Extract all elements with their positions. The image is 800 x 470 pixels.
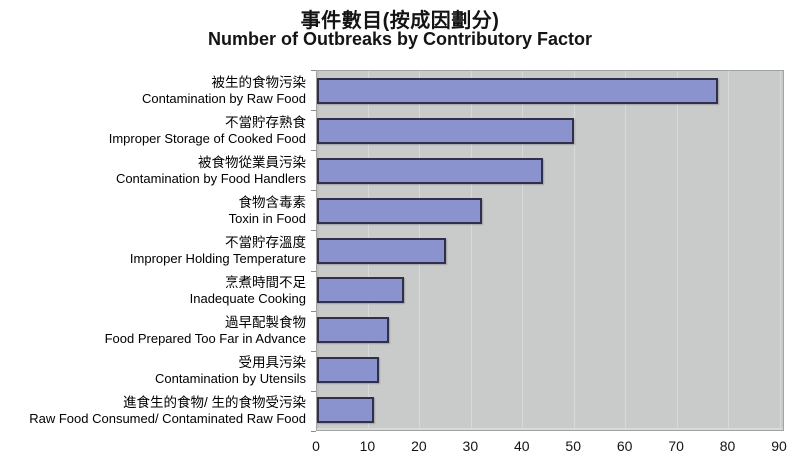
- category-axis-tick: [311, 311, 316, 312]
- gridline-70: [676, 71, 678, 430]
- bar-row: [317, 71, 783, 111]
- bar-row: [317, 111, 783, 151]
- gridline-40: [522, 71, 524, 430]
- gridline-80: [728, 71, 730, 430]
- category-label-zh: 不當貯存溫度: [225, 234, 306, 250]
- gridline-60: [625, 71, 627, 430]
- category-label-en: Contamination by Raw Food: [141, 90, 306, 106]
- x-tick-label-10: 10: [359, 438, 376, 454]
- category-label-zh: 被生的食物污染: [211, 74, 307, 90]
- bar-3: [317, 157, 544, 184]
- category-label-en: Toxin in Food: [228, 210, 306, 226]
- x-tick-label-70: 70: [668, 438, 684, 454]
- plot-area: [316, 70, 784, 431]
- category-label-4: 食物含毒素 Toxin in Food: [0, 190, 306, 230]
- category-label-zh: 烹煮時間不足: [225, 275, 306, 291]
- bar-row: [317, 191, 783, 231]
- category-axis-tick: [311, 190, 316, 191]
- category-label-en: Contamination by Food Handlers: [115, 170, 306, 186]
- bar-row: [317, 310, 783, 350]
- bar-9: [317, 397, 374, 424]
- category-label-en: Contamination by Utensils: [154, 371, 306, 387]
- category-label-6: 烹煮時間不足 Inadequate Cooking: [0, 271, 306, 311]
- category-labels-column: 被生的食物污染 Contamination by Raw Food 不當貯存熟食 Im…: [0, 70, 306, 431]
- category-axis-tick: [311, 431, 316, 432]
- x-tick-label-90: 90: [771, 438, 787, 454]
- category-axis-tick: [311, 110, 316, 111]
- category-axis-tick: [311, 150, 316, 151]
- category-label-zh: 食物含毒素: [238, 194, 307, 210]
- bars-layer: [317, 71, 783, 430]
- category-label-en: Improper Holding Temperature: [129, 250, 306, 266]
- bar-row: [317, 390, 783, 430]
- bar-7: [317, 317, 390, 344]
- bar-8: [317, 357, 379, 384]
- category-label-5: 不當貯存溫度 Improper Holding Temperature: [0, 230, 306, 270]
- category-label-en: Improper Storage of Cooked Food: [108, 130, 306, 146]
- bar-6: [317, 277, 405, 304]
- x-tick-label-80: 80: [719, 438, 736, 454]
- category-axis-tick: [311, 70, 316, 71]
- bar-5: [317, 237, 446, 264]
- x-tick-label-30: 30: [462, 438, 479, 454]
- category-axis-tick: [311, 391, 316, 392]
- category-label-en: Food Prepared Too Far in Advance: [104, 331, 306, 347]
- bar-row: [317, 151, 783, 191]
- x-tick-label-40: 40: [513, 438, 530, 454]
- category-label-8: 受用具污染 Contamination by Utensils: [0, 351, 306, 391]
- gridline-30: [470, 71, 472, 430]
- category-axis-tick: [311, 351, 316, 352]
- category-axis-tick: [311, 271, 316, 272]
- category-label-3: 被食物從業員污染 Contamination by Food Handlers: [0, 150, 306, 190]
- category-label-zh: 進食生的食物/ 生的食物受污染: [122, 395, 306, 411]
- category-label-9: 進食生的食物/ 生的食物受污染 Raw Food Consumed/ Contam…: [0, 391, 306, 431]
- category-label-7: 過早配製食物 Food Prepared Too Far in Advance: [0, 311, 306, 351]
- bar-row: [317, 231, 783, 271]
- bar-row: [317, 350, 783, 390]
- x-tick-label-60: 60: [616, 438, 633, 454]
- category-label-zh: 被食物從業員污染: [198, 154, 306, 170]
- category-label-zh: 不當貯存熟食: [225, 114, 306, 130]
- bar-1: [317, 77, 719, 104]
- chart-title-chinese: 事件數目(按成因劃分): [300, 10, 500, 32]
- category-label-zh: 過早配製食物: [225, 315, 306, 331]
- bar-row: [317, 270, 783, 310]
- chart-title-english: Number of Outbreaks by Contributory Fact…: [207, 29, 593, 49]
- bar-2: [317, 117, 575, 144]
- category-axis-tick: [311, 230, 316, 231]
- x-tick-label-20: 20: [411, 438, 427, 454]
- gridline-90: [779, 71, 781, 430]
- category-label-2: 不當貯存熟食 Improper Storage of Cooked Food: [0, 110, 306, 150]
- category-label-zh: 受用具污染: [238, 355, 307, 371]
- category-label-en: Raw Food Consumed/ Contaminated Raw Food: [29, 411, 306, 427]
- gridline-50: [573, 71, 575, 430]
- x-tick-label-0: 0: [312, 438, 320, 454]
- x-tick-label-50: 50: [565, 438, 582, 454]
- category-label-1: 被生的食物污染 Contamination by Raw Food: [0, 70, 306, 110]
- category-label-en: Inadequate Cooking: [189, 291, 306, 307]
- bar-4: [317, 197, 482, 224]
